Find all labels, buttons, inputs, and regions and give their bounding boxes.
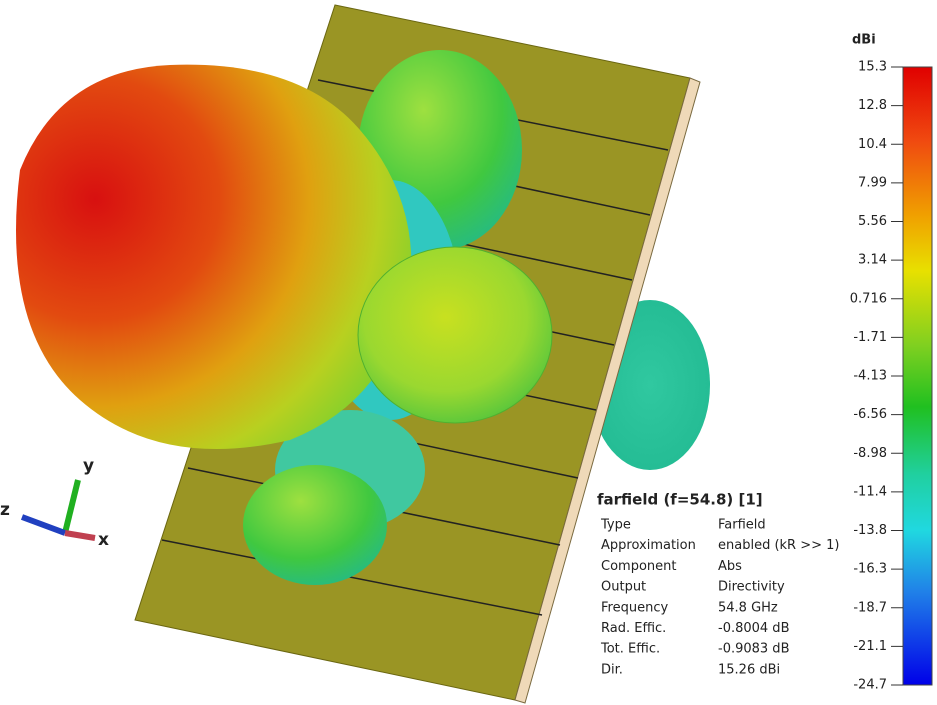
info-title: farfield (f=54.8) [1]	[597, 491, 763, 509]
info-value: -0.8004 dB	[718, 621, 789, 636]
colorbar-label: 5.56	[858, 214, 887, 229]
axes-icon: y z x	[0, 456, 109, 550]
info-value: 54.8 GHz	[718, 600, 778, 615]
board-edge	[514, 77, 701, 704]
info-key: Component	[601, 559, 676, 574]
info-key: Approximation	[601, 538, 696, 553]
colorbar: dBi 15.3 12.8 10.4 7.99 5.56 3.14 0.716 -1.71 -4…	[850, 33, 933, 693]
info-value: Abs	[718, 559, 742, 574]
colorbar-label: -16.3	[853, 562, 887, 577]
info-key: Dir.	[601, 662, 623, 677]
colorbar-scale	[902, 66, 933, 686]
colorbar-label: -8.98	[853, 446, 887, 461]
colorbar-label: -4.13	[853, 369, 887, 384]
bottom-lobe	[243, 465, 387, 585]
info-value: -0.9083 dB	[718, 642, 789, 657]
colorbar-label: -1.71	[853, 330, 887, 345]
colorbar-label: -18.7	[853, 600, 887, 615]
colorbar-label: -21.1	[853, 639, 887, 654]
info-key: Tot. Effic.	[600, 642, 660, 657]
info-key: Type	[600, 518, 631, 533]
center-lobe	[357, 246, 553, 424]
main-lobe	[16, 64, 412, 450]
colorbar-label: 12.8	[858, 98, 887, 113]
colorbar-label: 7.99	[858, 175, 887, 190]
info-key: Output	[601, 580, 646, 595]
colorbar-label: 10.4	[858, 137, 887, 152]
scene	[16, 4, 710, 704]
info-value: Directivity	[718, 580, 785, 595]
colorbar-unit: dBi	[852, 33, 876, 48]
colorbar-label: -11.4	[853, 484, 887, 499]
axis-x-label: x	[98, 530, 109, 550]
info-value: 15.26 dBi	[718, 662, 780, 677]
info-key: Frequency	[601, 600, 668, 615]
axis-z-label: z	[0, 500, 10, 520]
colorbar-label: 15.3	[858, 60, 887, 75]
info-key: Rad. Effic.	[601, 621, 666, 636]
info-panel: farfield (f=54.8) [1] Type Farfield Approx…	[597, 491, 839, 678]
info-value: enabled (kR >> 1)	[718, 538, 839, 553]
colorbar-label: -6.56	[853, 407, 887, 422]
axis-y-label: y	[83, 456, 94, 476]
info-value: Farfield	[718, 518, 766, 533]
colorbar-label: 3.14	[858, 253, 887, 268]
colorbar-label: -24.7	[853, 678, 887, 693]
colorbar-label: 0.716	[850, 291, 887, 306]
colorbar-label: -13.8	[853, 523, 887, 538]
